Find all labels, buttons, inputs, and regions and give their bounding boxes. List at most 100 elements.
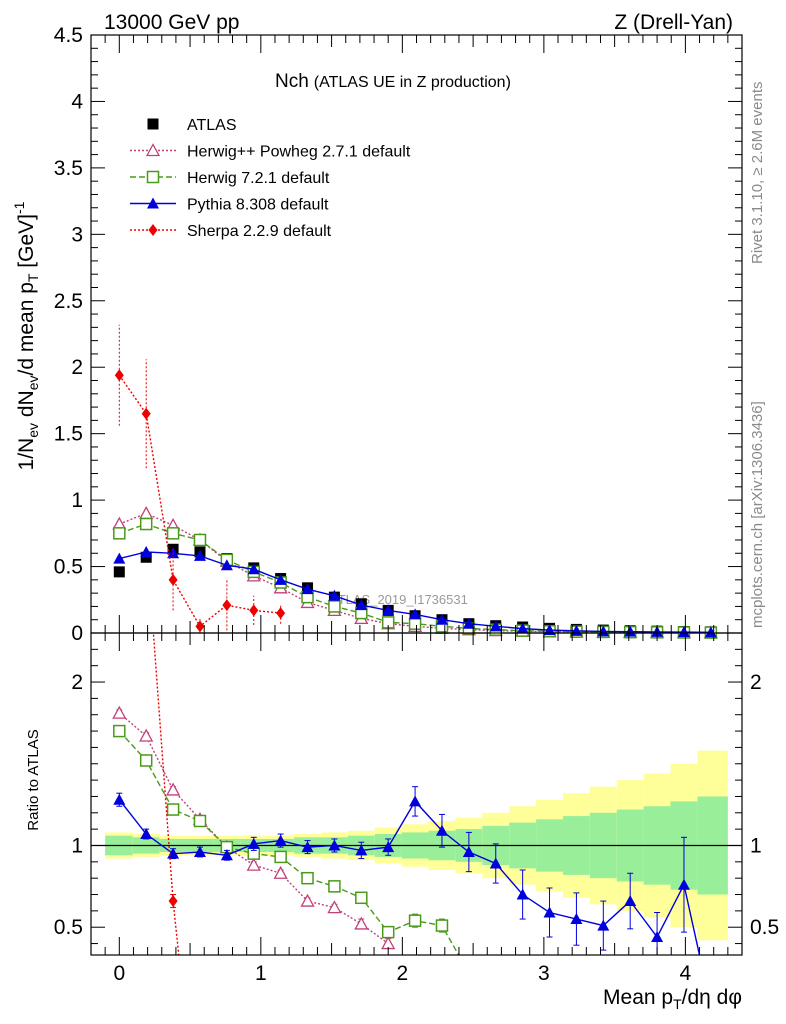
plot-title: Nch (ATLAS UE in Z production) xyxy=(275,71,511,92)
ratio-point xyxy=(624,895,637,907)
data-point xyxy=(543,624,556,636)
data-point xyxy=(274,573,287,585)
ratio-marks xyxy=(112,633,701,955)
data-point xyxy=(382,604,395,616)
x-tick-label: 2 xyxy=(397,962,409,985)
ratio-point xyxy=(327,900,342,914)
ratio-point xyxy=(381,936,396,950)
data-point xyxy=(195,620,205,633)
ratio-point xyxy=(570,913,583,925)
data-point xyxy=(168,573,178,586)
ratio-point xyxy=(193,846,206,858)
ratio-series-sherpa-2-2-9-default xyxy=(152,633,180,955)
ratio-series-pythia-8-308-default xyxy=(113,786,701,955)
side-rivet-label: Rivet 3.1.10, ≥ 2.6M events xyxy=(749,82,766,265)
ratio-y-ticks: 0.5 0.5 1 1 2 2 xyxy=(54,648,779,945)
ratio-point xyxy=(408,914,422,927)
data-point xyxy=(139,506,154,520)
data-point xyxy=(139,517,153,531)
legend-label: ATLAS xyxy=(187,117,237,134)
data-point xyxy=(113,566,125,578)
ratio-point xyxy=(328,880,341,893)
legend-item-herwigpp: Herwig++ Powheg 2.7.1 default xyxy=(130,143,411,161)
legend-marker xyxy=(147,118,159,130)
ratio-point xyxy=(193,814,207,828)
data-point xyxy=(328,600,341,613)
ratio-ytick-label: 2 xyxy=(71,671,83,694)
x-tick-label: 4 xyxy=(680,962,692,985)
ratio-point xyxy=(355,891,368,905)
ratio-ytick-label: 1 xyxy=(71,834,83,857)
main-ytick-label: 2.5 xyxy=(54,290,83,313)
data-point xyxy=(113,527,126,540)
plot-title-main: Nch xyxy=(275,71,309,92)
data-point xyxy=(193,533,207,547)
ratio-point xyxy=(246,857,261,871)
ratio-point xyxy=(435,919,449,932)
data-point xyxy=(677,626,690,638)
data-point xyxy=(193,549,206,561)
data-point xyxy=(113,552,126,564)
ratio-point xyxy=(301,871,314,885)
ratio-point xyxy=(139,754,153,767)
ratio-point xyxy=(247,837,260,849)
ratio-ytick-label-right: 0.5 xyxy=(750,916,779,939)
main-ytick-label: 4.5 xyxy=(54,24,83,47)
main-ytick-label: 4 xyxy=(71,90,83,113)
ratio-line xyxy=(118,712,389,945)
data-point xyxy=(114,369,124,382)
legend-item-sherpa: Sherpa 2.2.9 default xyxy=(130,223,332,240)
ratio-panel: 0.5 0.5 1 1 2 2 xyxy=(54,632,779,956)
legend-label: Herwig++ Powheg 2.7.1 default xyxy=(187,144,411,161)
ratio-point xyxy=(462,846,475,858)
ratio-point xyxy=(165,782,181,796)
legend-marker xyxy=(146,170,160,184)
main-panel: Nch (ATLAS UE in Z production) ATLAS_2019… xyxy=(54,24,743,645)
ratio-ytick-label-right: 2 xyxy=(750,671,762,694)
ratio-point xyxy=(543,906,556,918)
ratio-point xyxy=(301,841,314,853)
ratio-point xyxy=(220,849,233,861)
ratio-point xyxy=(489,857,502,869)
ratio-point xyxy=(355,844,368,856)
data-point xyxy=(409,608,422,620)
data-point xyxy=(408,617,422,630)
ratio-series-herwig-7-2-1-default xyxy=(113,724,460,955)
ratio-point xyxy=(381,925,395,939)
data-point xyxy=(249,604,259,617)
legend-marker xyxy=(147,197,159,209)
data-point xyxy=(141,407,151,420)
x-axis-ticks: 0 1 2 3 4 xyxy=(90,35,743,985)
x-tick-label: 1 xyxy=(255,962,267,985)
side-mcplots-label: mcplots.cern.ch [arXiv:1306.3436] xyxy=(749,401,766,628)
ratio-point xyxy=(300,893,315,907)
series-herwig-7-2-1-default xyxy=(113,517,718,639)
legend-label: Sherpa 2.2.9 default xyxy=(187,223,332,240)
ratio-point xyxy=(651,931,664,943)
ratio-point xyxy=(140,828,153,840)
main-y-ticks: 0 0.5 1 1.5 2 2.5 3 3.5 4 4.5 xyxy=(54,24,742,645)
plot-title-sub: (ATLAS UE in Z production) xyxy=(314,74,511,91)
main-ytick-label: 0 xyxy=(71,622,83,645)
data-point xyxy=(489,620,502,632)
legend-label: Pythia 8.308 default xyxy=(187,197,329,214)
ratio-point xyxy=(382,841,395,853)
main-ytick-label: 1.5 xyxy=(54,423,83,446)
watermark: ATLAS_2019_I1736531 xyxy=(330,592,468,607)
ratio-series-group xyxy=(112,633,701,955)
x-tick-label: 3 xyxy=(538,962,550,985)
ratio-point xyxy=(435,824,448,836)
ratio-point xyxy=(112,705,127,719)
legend-marker xyxy=(145,143,161,157)
data-point xyxy=(516,622,529,634)
ratio-point xyxy=(139,728,154,742)
ratio-line xyxy=(152,633,180,955)
ratio-point xyxy=(516,888,529,900)
legend-item-pythia: Pythia 8.308 default xyxy=(130,197,329,214)
main-ytick-label: 3.5 xyxy=(54,157,83,180)
data-point xyxy=(462,617,475,629)
legend-item-herwig7: Herwig 7.2.1 default xyxy=(130,170,330,187)
ratio-point xyxy=(113,793,126,805)
energy-label: 13000 GeV pp xyxy=(104,11,239,34)
ratio-series-herwig-powheg-2-7-1-default xyxy=(112,705,396,950)
